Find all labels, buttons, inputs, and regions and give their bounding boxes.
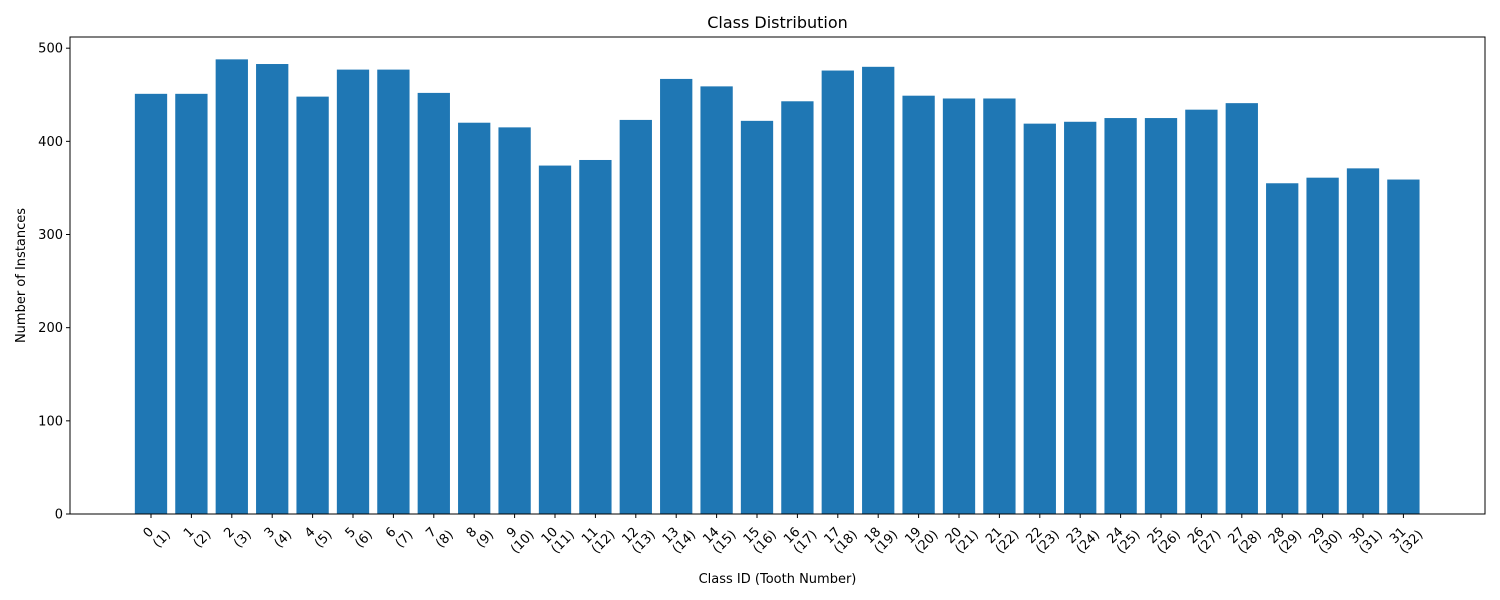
x-tick-label: 30(31) bbox=[1347, 525, 1386, 557]
bar-26 bbox=[1185, 109, 1218, 514]
bar-27 bbox=[1225, 103, 1258, 514]
bar-25 bbox=[1144, 118, 1178, 514]
bar-8 bbox=[458, 122, 491, 514]
x-tick-label-tooth-number: (4) bbox=[272, 528, 296, 552]
x-tick-label: 7(8) bbox=[423, 525, 457, 552]
x-tick-label-tooth-number: (6) bbox=[352, 528, 376, 552]
plot-frame bbox=[69, 36, 1486, 515]
x-tick-label: 26(27) bbox=[1185, 525, 1224, 557]
y-tick-label: 400 bbox=[38, 135, 63, 150]
bar-3 bbox=[256, 64, 289, 514]
x-tick-label-tooth-number: (8) bbox=[433, 528, 457, 552]
bars-group bbox=[134, 59, 1420, 514]
bar-15 bbox=[740, 120, 774, 514]
bar-0 bbox=[134, 93, 168, 514]
x-tick-label: 18(19) bbox=[862, 525, 901, 557]
x-tick-label: 1(2) bbox=[181, 525, 215, 552]
x-tick-label: 6(7) bbox=[383, 525, 417, 552]
bar-5 bbox=[336, 69, 370, 514]
bar-19 bbox=[902, 95, 935, 514]
x-tick-label: 3(4) bbox=[262, 525, 296, 552]
bar-16 bbox=[781, 101, 814, 514]
x-tick-label: 10(11) bbox=[539, 525, 578, 557]
x-tick-label: 9(10) bbox=[504, 525, 537, 557]
bar-14 bbox=[700, 86, 733, 514]
x-tick-label: 25(26) bbox=[1145, 525, 1184, 557]
bar-7 bbox=[417, 92, 450, 514]
bar-17 bbox=[821, 70, 854, 514]
bar-12 bbox=[619, 119, 652, 514]
bar-9 bbox=[498, 127, 531, 514]
x-tick-label-tooth-number: (2) bbox=[191, 528, 215, 552]
x-tick-label: 21(22) bbox=[983, 525, 1022, 557]
bar-1 bbox=[175, 93, 208, 514]
bar-23 bbox=[1064, 121, 1097, 514]
x-tick-label: 4(5) bbox=[302, 525, 336, 552]
x-tick-label: 11(12) bbox=[579, 525, 618, 557]
x-tick-label: 5(6) bbox=[343, 525, 376, 552]
y-tick-label: 0 bbox=[55, 508, 63, 523]
x-tick-label-tooth-number: (1) bbox=[150, 528, 174, 552]
x-tick-label: 27(28) bbox=[1225, 525, 1264, 557]
x-tick-label: 22(23) bbox=[1023, 525, 1062, 557]
bar-28 bbox=[1266, 183, 1299, 514]
y-tick-label: 500 bbox=[38, 42, 63, 57]
x-tick-label-tooth-number: (3) bbox=[231, 528, 255, 552]
bar-13 bbox=[660, 78, 693, 514]
x-tick-label: 17(18) bbox=[821, 525, 860, 557]
bar-24 bbox=[1104, 118, 1137, 514]
x-tick-label: 16(17) bbox=[781, 525, 820, 557]
bar-11 bbox=[579, 159, 612, 514]
bar-6 bbox=[377, 69, 410, 514]
bar-30 bbox=[1346, 168, 1380, 514]
x-tick-label: 0(1) bbox=[141, 525, 174, 552]
x-tick-label: 24(25) bbox=[1104, 525, 1143, 557]
bar-29 bbox=[1306, 177, 1339, 514]
bar-20 bbox=[942, 98, 976, 514]
x-tick-label-tooth-number: (9) bbox=[474, 528, 498, 552]
x-tick-label: 2(3) bbox=[221, 525, 255, 552]
x-tick-label: 12(13) bbox=[619, 525, 658, 557]
bar-2 bbox=[215, 59, 248, 514]
x-tick-label: 19(20) bbox=[902, 525, 941, 557]
y-axis-label: Number of Instances bbox=[14, 208, 29, 343]
bar-21 bbox=[983, 98, 1016, 514]
x-axis-label: Class ID (Tooth Number) bbox=[699, 572, 857, 587]
x-tick-label: 20(21) bbox=[943, 525, 982, 557]
bar-31 bbox=[1387, 179, 1420, 514]
bar-4 bbox=[296, 96, 329, 514]
y-axis-ticks: 0 100 200 300 400 500 bbox=[38, 42, 70, 523]
x-tick-label: 23(24) bbox=[1064, 525, 1103, 557]
bar-18 bbox=[862, 66, 895, 514]
x-tick-label-tooth-number: (5) bbox=[312, 528, 336, 552]
x-axis-ticks: 0(1) 1(2) 2(3) 3(4) 4(5) 5(6) 6(7) 7(8) 8(9) 9(10… bbox=[141, 514, 1426, 557]
x-tick-label: 31(32) bbox=[1387, 525, 1426, 557]
y-tick-label: 300 bbox=[38, 228, 63, 243]
chart-title: Class Distribution bbox=[707, 13, 848, 32]
x-tick-label: 29(30) bbox=[1306, 525, 1345, 557]
x-tick-label-tooth-number: (7) bbox=[393, 528, 417, 552]
y-tick-label: 200 bbox=[38, 321, 63, 336]
x-tick-label: 8(9) bbox=[464, 525, 498, 552]
bar-10 bbox=[538, 165, 572, 514]
x-tick-label: 15(16) bbox=[741, 525, 780, 557]
bar-22 bbox=[1023, 123, 1056, 514]
x-tick-label: 13(14) bbox=[660, 525, 699, 557]
y-tick-label: 100 bbox=[38, 414, 63, 429]
x-tick-label: 28(29) bbox=[1266, 525, 1305, 557]
x-tick-label: 14(15) bbox=[700, 525, 739, 557]
